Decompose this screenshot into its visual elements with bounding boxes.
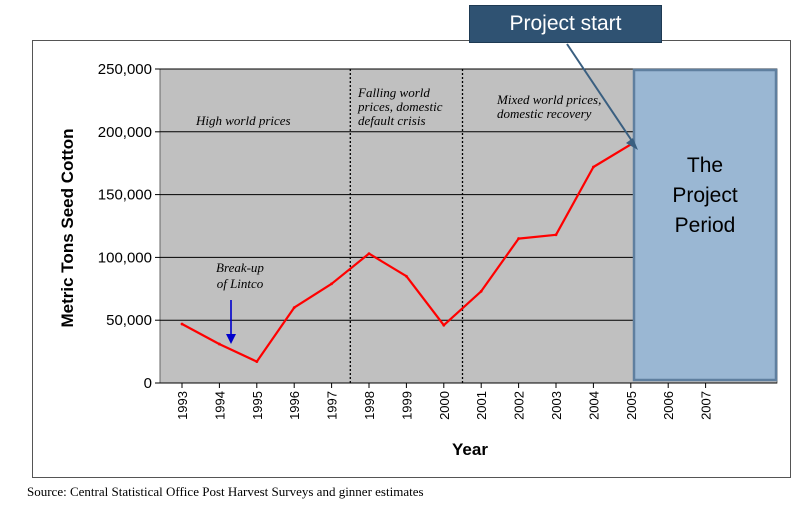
x-tick-labels: 1993 1994 1995 1996 1997 1998 1999 2000 2001 2002… — [175, 383, 714, 420]
era-label-line: Mixed world prices, — [496, 92, 601, 107]
data-point — [554, 233, 558, 237]
data-point — [367, 252, 371, 256]
x-tick-label: 2002 — [512, 391, 527, 420]
y-tick-label: 50,000 — [106, 312, 152, 329]
x-tick-label: 1997 — [325, 391, 340, 420]
data-point — [180, 322, 184, 326]
x-tick-label: 1994 — [212, 391, 227, 420]
breakup-label-line: Break-up — [216, 260, 264, 275]
project-start-arrowhead — [626, 138, 638, 150]
x-tick-label: 2000 — [437, 391, 452, 420]
x-tick-label: 1993 — [175, 391, 190, 420]
y-axis-title: Metric Tons Seed Cotton — [58, 129, 77, 328]
era-label: Falling world prices, domestic default cri… — [357, 85, 443, 128]
era-label-line: domestic recovery — [497, 106, 592, 121]
breakup-label: Break-up of Lintco — [216, 260, 264, 291]
breakup-arrowhead — [226, 334, 236, 344]
y-tick-label: 250,000 — [98, 61, 152, 78]
x-tick-label: 1996 — [287, 391, 302, 420]
data-point — [442, 323, 446, 327]
era-label-line: High world prices — [195, 113, 291, 128]
era-labels: High world prices Falling world prices, do… — [195, 85, 601, 128]
data-point — [218, 342, 221, 346]
x-tick-label: 1995 — [250, 391, 265, 420]
y-tick-label: 200,000 — [98, 124, 152, 141]
x-tick-label: 2005 — [624, 391, 639, 420]
x-axis-title: Year — [452, 440, 488, 459]
project-period-label: The Project Period — [672, 154, 738, 237]
project-period-box — [632, 68, 778, 382]
era-dividers — [349, 69, 464, 383]
era-label: High world prices — [195, 113, 291, 128]
x-tick-label: 2003 — [549, 391, 564, 420]
era-label-line: Falling world — [357, 85, 430, 100]
breakup-label-line: of Lintco — [217, 276, 264, 291]
x-tick-label: 1999 — [399, 391, 414, 420]
data-point — [292, 306, 296, 310]
x-tick-label: 2001 — [474, 391, 489, 420]
data-point — [479, 289, 483, 293]
data-point — [592, 165, 595, 169]
y-tick-label: 150,000 — [98, 187, 152, 204]
x-tick-label: 2004 — [586, 391, 601, 420]
era-label-line: default crisis — [358, 113, 426, 128]
project-period-line: Project — [672, 184, 738, 207]
era-label-line: prices, domestic — [357, 99, 443, 114]
project-start-arrow — [566, 43, 635, 145]
project-period-line: Period — [675, 214, 736, 237]
project-period: The Project Period — [632, 68, 778, 382]
y-tick-label: 0 — [144, 375, 152, 392]
y-tick-labels: 0 50,000 100,000 150,000 200,000 250,000 — [98, 61, 152, 392]
project-period-line: The — [687, 154, 723, 177]
era-label: Mixed world prices, domestic recovery — [496, 92, 601, 121]
breakup-annotation: Break-up of Lintco — [216, 260, 264, 344]
data-point — [330, 282, 333, 286]
data-point — [405, 274, 408, 278]
y-tick-label: 100,000 — [98, 249, 152, 266]
data-point — [255, 360, 259, 364]
x-tick-label: 2007 — [699, 391, 714, 420]
data-point — [517, 237, 520, 240]
source-note: Source: Central Statistical Office Post … — [27, 484, 424, 499]
x-tick-label: 1998 — [362, 391, 377, 420]
project-start-callout: Project start — [469, 5, 662, 43]
x-tick-label: 2006 — [661, 391, 676, 420]
